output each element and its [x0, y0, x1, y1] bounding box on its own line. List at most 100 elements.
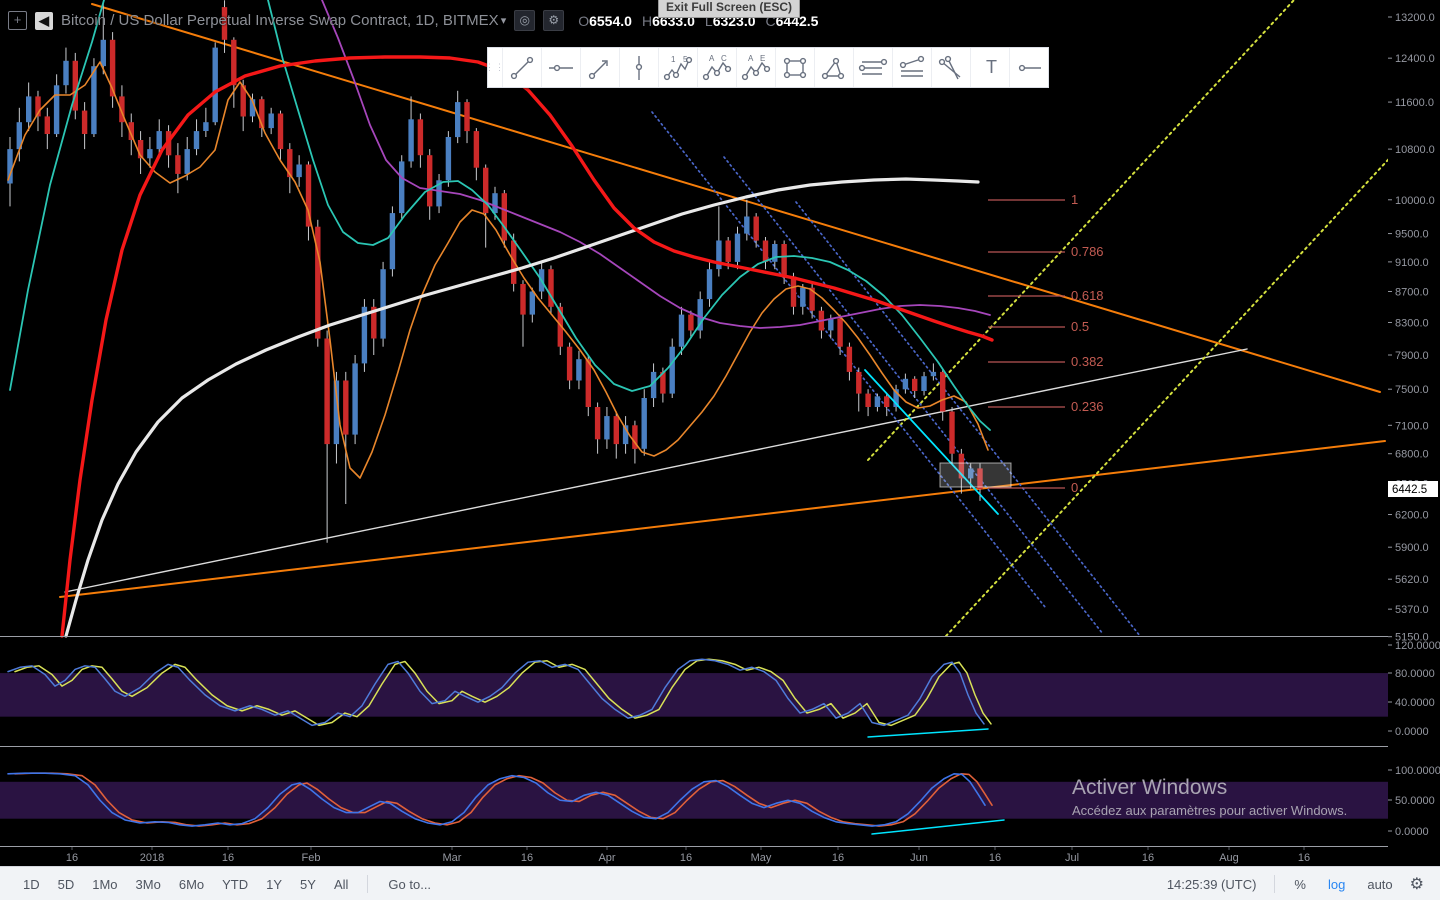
yellow-dotted-channel-line[interactable] [945, 105, 1439, 637]
up-candle [874, 396, 881, 407]
horizontal-ray-tool[interactable] [1010, 48, 1048, 87]
up-candle [893, 389, 899, 407]
goto-button[interactable]: Go to... [388, 876, 432, 892]
time-axis-label[interactable]: 16 [989, 852, 1001, 864]
triangle-tool[interactable] [815, 48, 854, 87]
price-axis-label: 9500.0 [1395, 229, 1429, 241]
parallel-channel-tool[interactable] [854, 48, 893, 87]
cyan-trendline-panel1[interactable] [867, 728, 989, 738]
price-axis-label: 5900.0 [1395, 542, 1429, 554]
horizontal-ray-tool-icon [1018, 64, 1041, 71]
up-candle [100, 39, 106, 67]
cyan-trendline-panel2[interactable] [871, 819, 1005, 835]
white-ascending-trendline[interactable] [64, 348, 1248, 593]
arrow-tool[interactable] [581, 48, 620, 87]
range-button-1d[interactable]: 1D [23, 876, 40, 892]
range-buttons: 1D 5D 1Mo 3Mo 6Mo YTD 1Y 5Y All [14, 873, 357, 896]
down-candle [305, 164, 312, 227]
vertical-line-tool[interactable] [620, 48, 659, 87]
indicator-axis-label: 40.0000 [1395, 697, 1435, 709]
disjoint-channel-tool[interactable] [893, 48, 932, 87]
chevron-down-icon[interactable]: ▾ [500, 15, 507, 27]
range-button-1mo[interactable]: 1Mo [92, 876, 118, 892]
down-candle [259, 99, 265, 129]
time-axis-label[interactable]: 16 [1298, 852, 1310, 864]
price-axis-label: 6800.0 [1395, 449, 1429, 461]
stoch-d-line [14, 658, 992, 727]
time-axis-label[interactable]: Jun [910, 852, 928, 864]
time-axis-label[interactable]: 16 [66, 852, 78, 864]
up-candle [26, 96, 32, 123]
range-button-5y[interactable]: 5Y [300, 876, 316, 892]
fib-fan-tool-icon [938, 55, 961, 79]
down-candle [585, 359, 591, 407]
time-axis-label[interactable]: Feb [302, 852, 321, 864]
teal-ma-line [267, 0, 991, 431]
down-candle [613, 416, 619, 445]
horizontal-line-tool[interactable] [542, 48, 581, 87]
chart-settings-button[interactable]: ⚙ [543, 10, 565, 31]
down-candle [566, 346, 573, 381]
fib-level-label: 0.236 [1071, 399, 1104, 414]
down-candle [548, 269, 554, 307]
up-candle [716, 240, 722, 270]
down-candle [837, 318, 843, 347]
percent-scale-button[interactable]: % [1294, 876, 1306, 892]
cyan-trendline[interactable] [864, 369, 999, 515]
orange-ascending-trendline[interactable] [59, 440, 1386, 598]
rectangle-tool-icon [783, 57, 807, 78]
stoch-k-line [7, 658, 985, 727]
add-symbol-icon[interactable]: + [8, 11, 27, 30]
blue-dotted-channel-line[interactable] [795, 201, 1141, 637]
time-axis-label[interactable]: 16 [832, 852, 844, 864]
down-candle [520, 284, 526, 315]
arrow-tool-icon [588, 59, 608, 79]
price-axis[interactable] [1388, 0, 1440, 866]
compare-button[interactable]: ◎ [514, 10, 536, 31]
time-axis-label[interactable]: Aug [1219, 852, 1239, 864]
svg-text:T: T [986, 57, 997, 77]
clock-display[interactable]: 14:25:39 (UTC) [1166, 876, 1257, 892]
time-axis-label[interactable]: Apr [598, 852, 615, 864]
range-button-5d[interactable]: 5D [57, 876, 75, 892]
down-candle [725, 240, 731, 262]
down-candle [977, 468, 983, 490]
up-candle [678, 314, 685, 347]
range-button-ytd[interactable]: YTD [222, 876, 249, 892]
up-candle [828, 318, 834, 331]
time-axis-label[interactable]: 16 [521, 852, 533, 864]
time-axis-label[interactable]: May [751, 852, 772, 864]
text-tool[interactable]: T [971, 48, 1010, 87]
up-candle [249, 99, 256, 117]
chart-canvas[interactable]: 1 0.786 0.618 0.5 0.382 0.236 0 13200.0 12400.0 1… [0, 0, 1440, 866]
stoch-k-line [7, 772, 986, 827]
trend-line-tool[interactable] [503, 48, 542, 87]
time-axis-label[interactable]: Jul [1065, 852, 1079, 864]
range-button-1y[interactable]: 1Y [266, 876, 283, 892]
rectangle-tool[interactable] [776, 48, 815, 87]
fib-level-label: 0.786 [1071, 244, 1104, 259]
toolbar-drag-handle[interactable]: ⋮⋮ [485, 48, 504, 87]
time-axis-label[interactable]: 2018 [140, 852, 164, 864]
current-price-tag [1388, 481, 1438, 497]
symbol-title[interactable]: Bitcoin / US Dollar Perpetual Inverse Sw… [61, 12, 499, 29]
gear-icon[interactable]: ⚙ [1409, 876, 1424, 893]
highlight-box[interactable] [939, 462, 1012, 488]
time-axis-label[interactable]: 16 [222, 852, 234, 864]
price-axis-label: 12400.0 [1395, 53, 1435, 65]
range-button-all[interactable]: All [333, 876, 349, 892]
svg-text:1: 1 [671, 55, 676, 64]
price-axis-label: 7100.0 [1395, 420, 1429, 432]
log-scale-button[interactable]: log [1327, 876, 1346, 892]
blue-dotted-channel-line[interactable] [723, 156, 1104, 635]
time-axis-label[interactable]: 16 [1142, 852, 1154, 864]
range-button-3mo[interactable]: 3Mo [135, 876, 161, 892]
fib-fan-tool[interactable] [932, 48, 971, 87]
time-axis-label[interactable]: 16 [680, 852, 692, 864]
time-axis-label[interactable]: Mar [443, 852, 462, 864]
range-button-6mo[interactable]: 6Mo [178, 876, 205, 892]
auto-scale-button[interactable]: auto [1367, 876, 1393, 892]
